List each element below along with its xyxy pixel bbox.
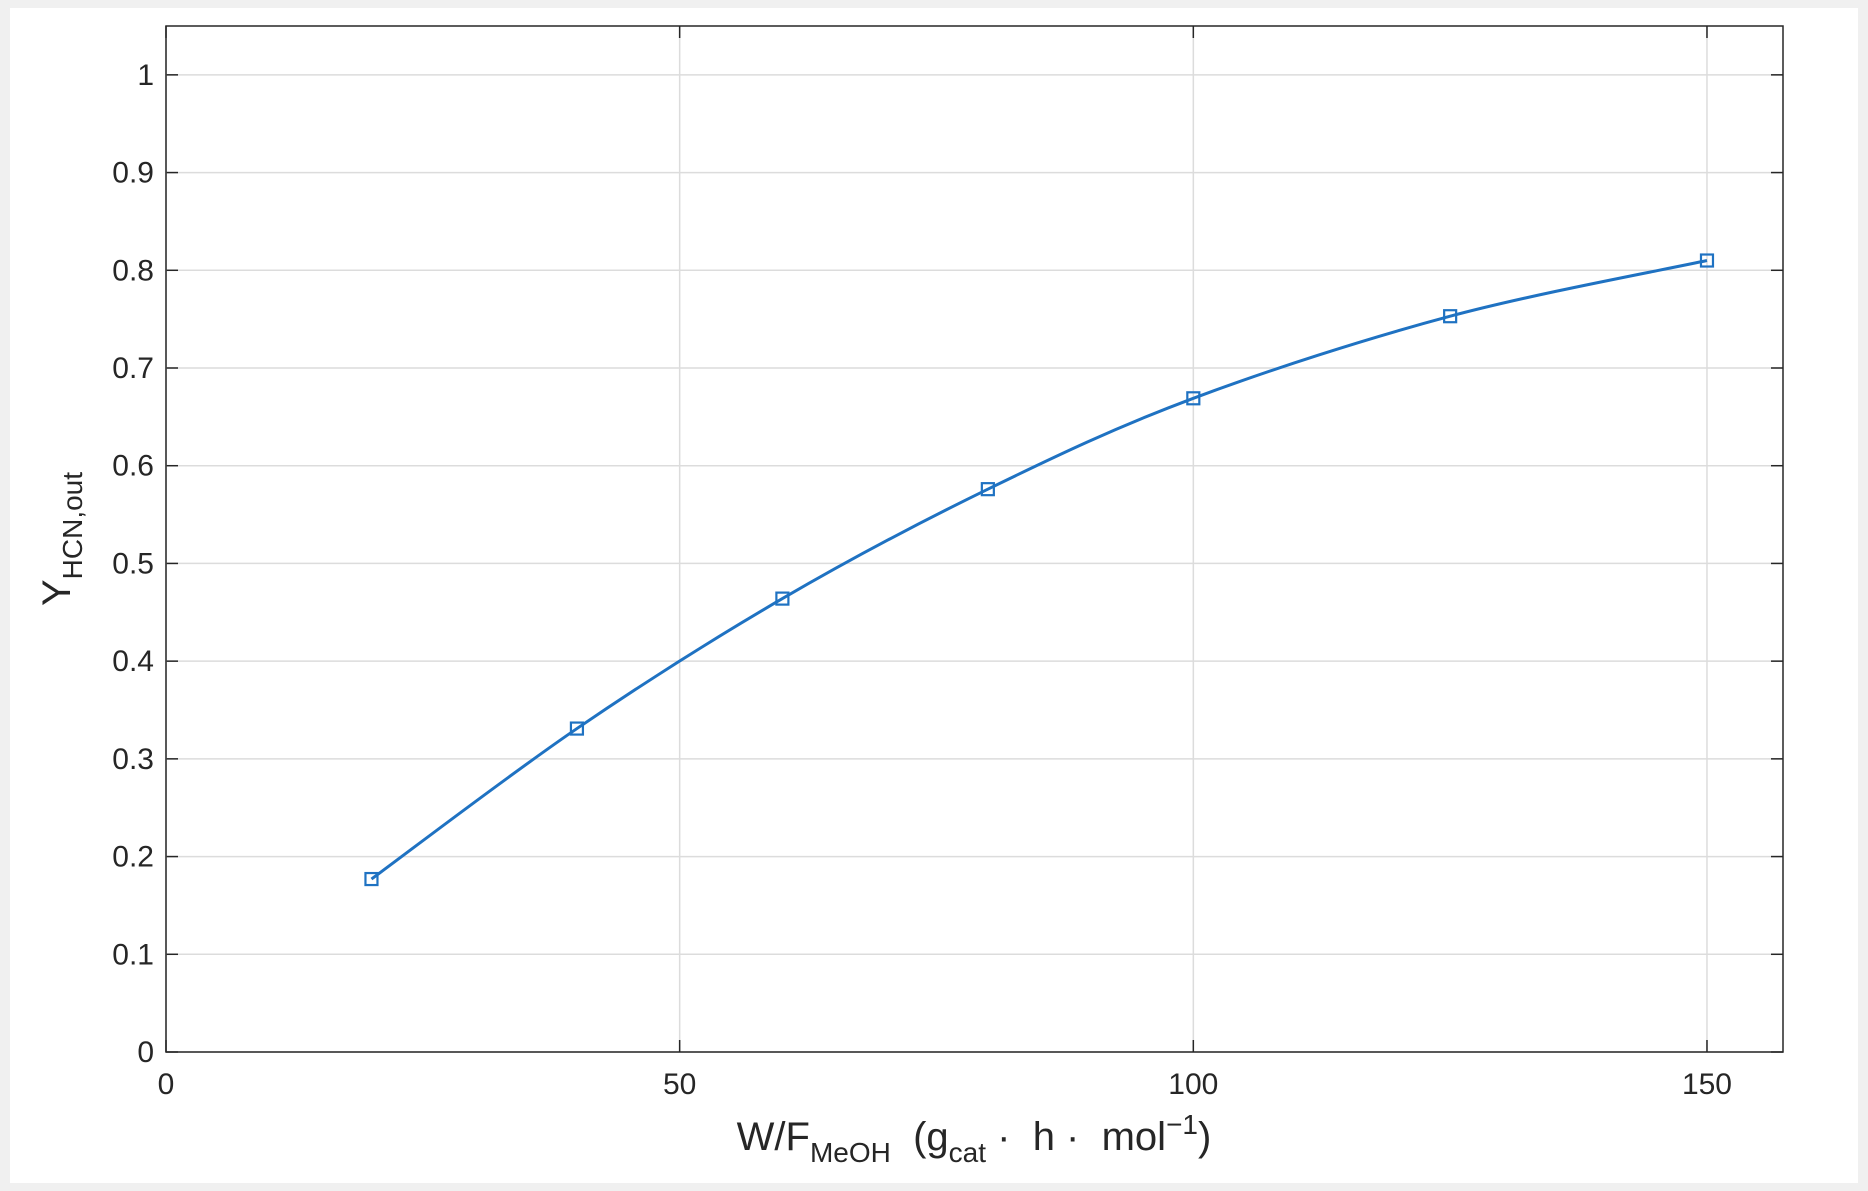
y-tick-label: 0.6 bbox=[112, 450, 154, 483]
label-part: Y bbox=[35, 579, 79, 606]
y-tick-label: 0.4 bbox=[112, 645, 154, 678]
data-point bbox=[1186, 391, 1201, 406]
label-part: MeOH bbox=[810, 1137, 891, 1168]
label-part: (g bbox=[891, 1115, 949, 1159]
y-tick-label: 0.7 bbox=[112, 352, 154, 385]
label-part: cat bbox=[949, 1137, 987, 1168]
data-point bbox=[1443, 309, 1458, 324]
y-tick-label: 0.9 bbox=[112, 157, 154, 190]
y-tick-label: 0.5 bbox=[112, 547, 154, 580]
data-point bbox=[1699, 253, 1715, 268]
data-point bbox=[980, 482, 995, 497]
label-part: ) bbox=[1198, 1115, 1211, 1159]
series-line bbox=[370, 259, 1708, 881]
marks bbox=[364, 253, 1715, 887]
x-tick-label: 50 bbox=[663, 1068, 696, 1101]
x-tick-label: 150 bbox=[1682, 1068, 1732, 1101]
data-point bbox=[775, 591, 790, 606]
label-part: · h · mol bbox=[986, 1115, 1166, 1159]
y-axis-label: YHCN,out bbox=[35, 472, 88, 606]
y-tick-label: 0.2 bbox=[112, 841, 154, 874]
label-part: HCN,out bbox=[57, 472, 88, 580]
y-tick-label: 0.3 bbox=[112, 743, 154, 776]
x-axis-label: W/FMeOH (gcat · h · mol−1) bbox=[737, 1109, 1212, 1168]
x-tick-label: 100 bbox=[1168, 1068, 1218, 1101]
grid: 0 0.1 0.2 0.3 0.4 0.5 0.6 0.7 0.8 0.9 1 0 50 100 150 bbox=[112, 26, 1783, 1101]
plot-area bbox=[166, 26, 1783, 1052]
data-point bbox=[364, 871, 379, 887]
y-tick-label: 1 bbox=[137, 59, 154, 92]
label-part: W/F bbox=[737, 1115, 810, 1159]
y-tick-label: 0.1 bbox=[112, 938, 154, 971]
x-tick-label: 0 bbox=[158, 1068, 175, 1101]
axes-box bbox=[165, 25, 1784, 1053]
y-tick-label: 0 bbox=[137, 1036, 154, 1069]
label-part: −1 bbox=[1166, 1109, 1198, 1140]
y-tick-label: 0.8 bbox=[112, 254, 154, 287]
data-point bbox=[569, 721, 585, 736]
